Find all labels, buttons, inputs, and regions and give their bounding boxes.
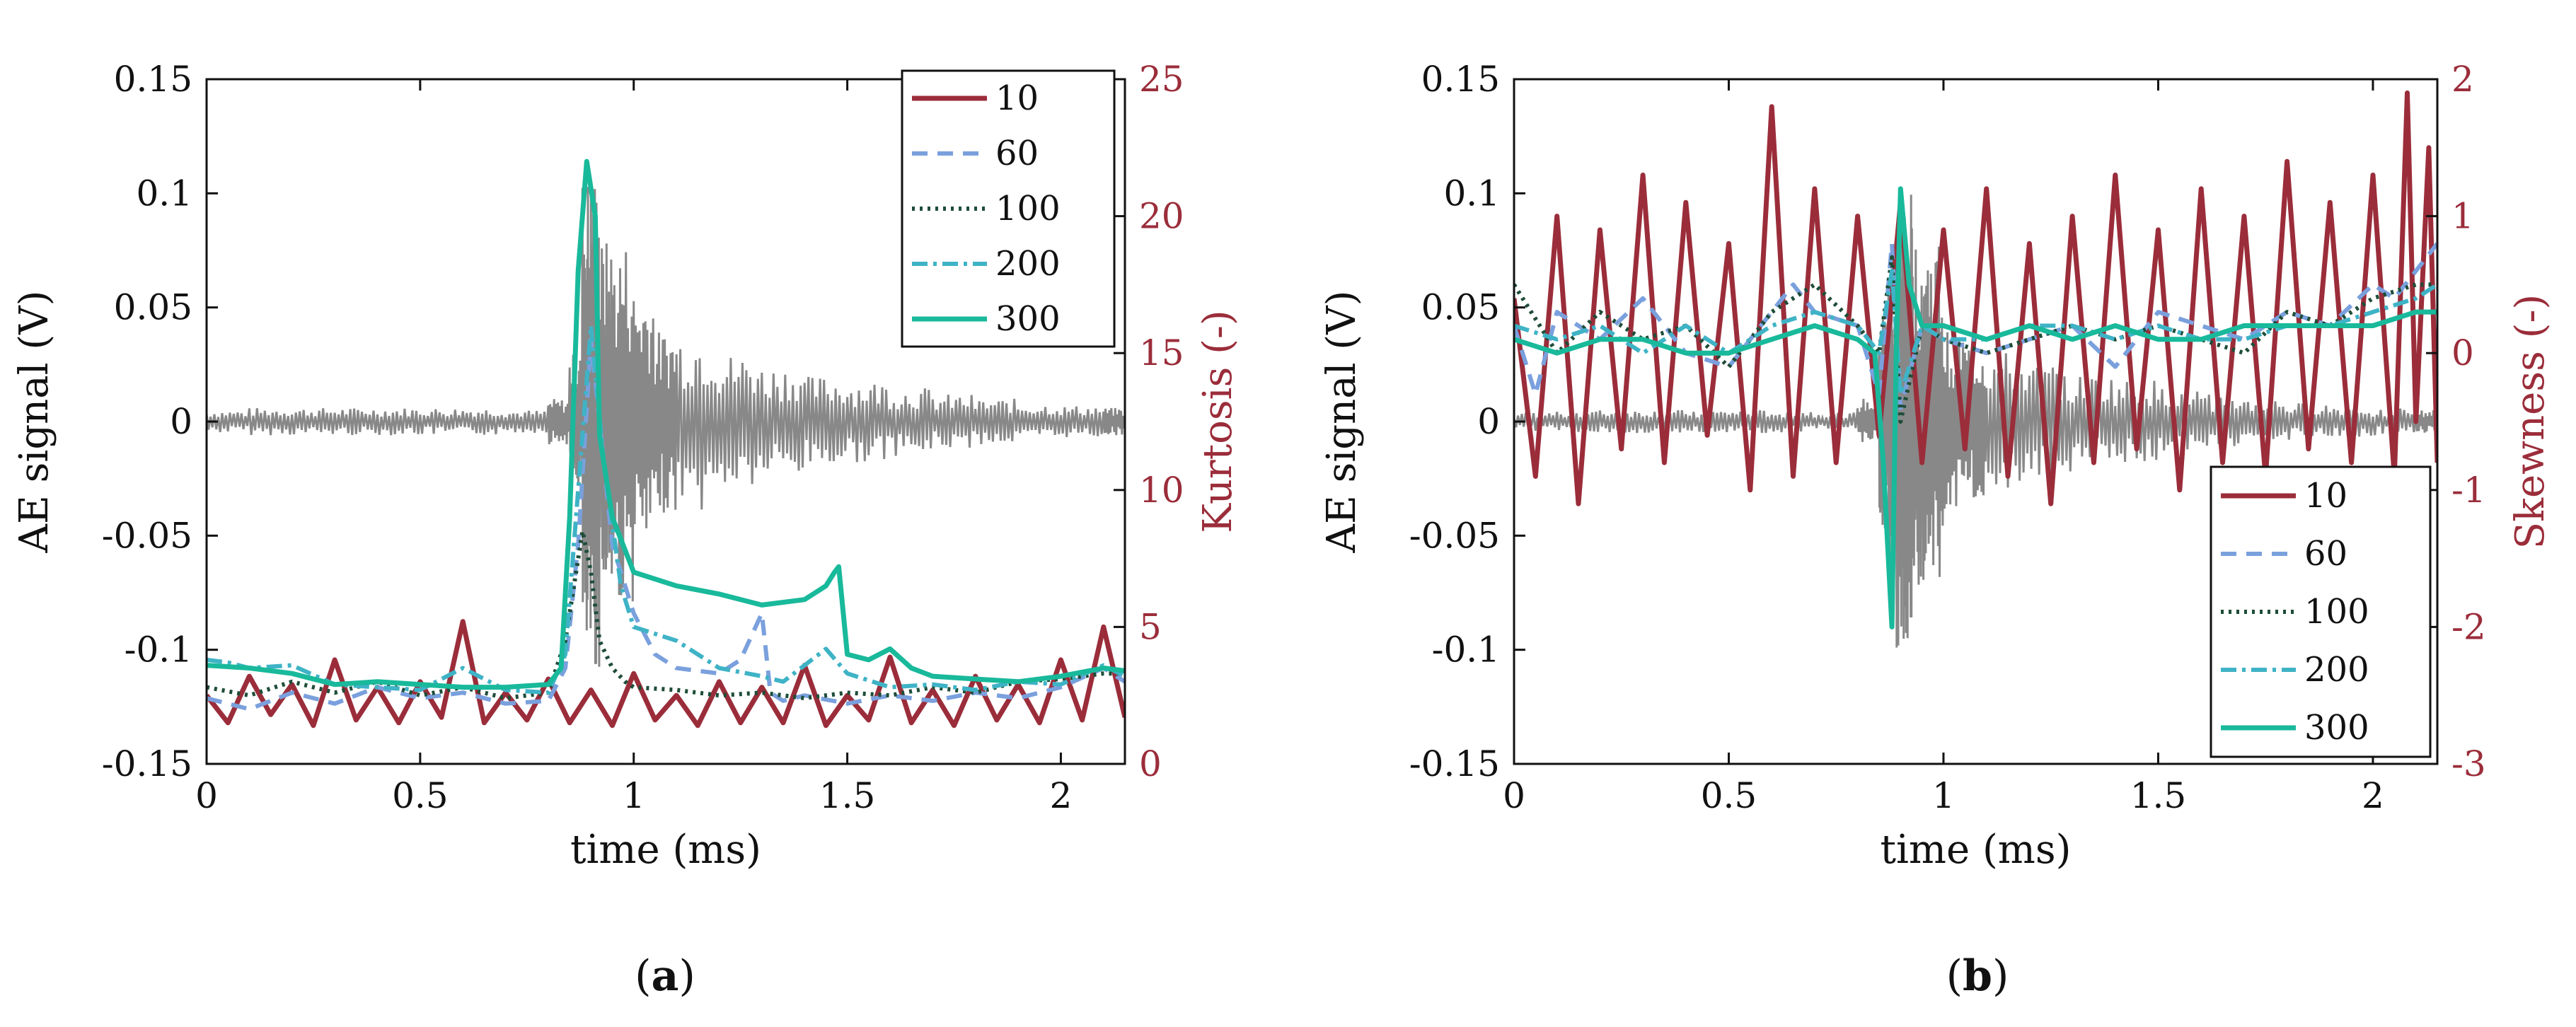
chart-panel-a: 0 0.5 1 1.5 2-0.15-0.1-0.0500.050.10.1505101… [11,59,1241,1001]
y2-tick-label: -3 [2451,743,2486,784]
legend-label-10: 10 [995,79,1039,118]
y2-tick-label: -1 [2451,470,2486,511]
y-tick-label: 0.1 [136,173,192,214]
panel-label: (a) [635,951,695,1001]
y-tick-label: -0.1 [125,629,192,671]
y-tick-label: 0.1 [1443,173,1500,214]
y2-tick-label: 10 [1139,470,1184,511]
y-tick-label: 0 [1477,401,1500,442]
y2-tick-label: 2 [2451,59,2474,100]
series-line-300 [1514,186,2437,629]
y-tick-label: 0 [170,401,192,442]
chart-panel-b: 0 0.5 1 1.5 2 -0.15 -0.1 -0.05 0 0.05 0.1 0.15 -3 -2 -… [1319,59,2553,1001]
legend-label-10: 10 [2304,476,2347,516]
legend-label-60: 60 [2304,534,2347,574]
legend-label-60: 60 [995,134,1039,173]
plot-lines [1514,90,2437,648]
x-tick-label: 1.5 [2130,775,2187,816]
y-axis-label: AE signal (V) [1319,291,1365,554]
x-tick-label: 1.5 [819,775,876,816]
series-line-10 [207,619,1125,729]
x-tick-label: 2 [2362,775,2384,816]
legend-label-100: 100 [2304,592,2369,632]
x-tick-label: 0.5 [1701,775,1757,816]
y2-tick-label: 5 [1139,606,1162,647]
y2-axis-label: Skewness (-) [2507,294,2553,549]
legend: 10 60 100 200 300 [2210,465,2432,758]
legend-box [2210,465,2432,758]
y2-tick-label: 20 [1139,196,1184,237]
legend-label-300: 300 [995,299,1061,339]
y2-tick-label: 25 [1139,59,1184,100]
legend-label-200: 200 [995,244,1061,284]
y-tick-label: -0.15 [1409,743,1500,784]
series-line-200 [207,323,1125,695]
y-tick-label: 0.05 [1421,287,1500,328]
legend-label-300: 300 [2304,708,2369,748]
x-axis-label: time (ms) [570,827,761,873]
series-line-60 [207,337,1125,712]
y-tick-label: -0.05 [102,515,192,556]
legend-label-200: 200 [2304,650,2369,690]
y-axis-label: AE signal (V) [11,291,57,554]
y2-tick-label: 0 [1139,743,1162,784]
x-axis-label: time (ms) [1881,827,2072,873]
y2-tick-label: 1 [2451,196,2474,237]
x-tick-label: 0.5 [392,775,449,816]
y-tick-label: 0.15 [114,59,192,100]
y-tick-label: 0.15 [1421,59,1500,100]
legend: 10 60 100 200 300 [901,69,1116,348]
y2-tick-label: 0 [2451,332,2474,373]
x-tick-label: 1 [623,775,645,816]
y2-axis-label: Kurtosis (-) [1195,310,1241,533]
x-tick-label: 0 [1503,775,1525,816]
y-tick-label: -0.15 [102,743,192,784]
ae-signal-line [207,187,1125,667]
ae-signal-line [1514,195,2437,648]
y2-tick-label: 15 [1139,332,1184,373]
y-tick-label: -0.05 [1409,515,1500,556]
y-tick-label: 0.05 [114,287,192,328]
legend-label-100: 100 [995,189,1061,228]
y-tick-label: -0.1 [1432,629,1500,671]
y2-tick-label: -2 [2451,606,2486,647]
x-tick-label: 2 [1050,775,1073,816]
series-line-300 [207,158,1125,690]
x-tick-label: 0 [195,775,218,816]
panel-label: (b) [1946,951,2009,1001]
x-tick-label: 1 [1932,775,1955,816]
plot-lines [207,158,1125,729]
